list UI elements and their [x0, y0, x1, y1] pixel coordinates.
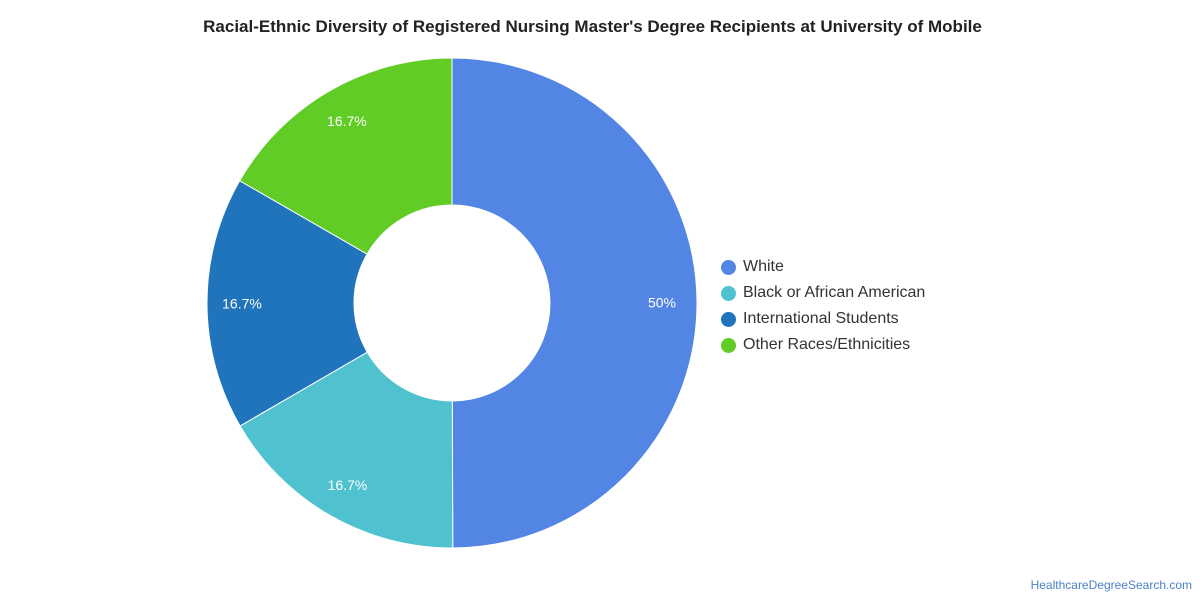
legend-item-4[interactable]: Other Races/Ethnicities: [721, 332, 925, 358]
source-link[interactable]: HealthcareDegreeSearch.com: [1030, 578, 1192, 592]
slice-label-2: 16.7%: [328, 477, 368, 493]
chart-legend: White Black or African American Internatio…: [721, 254, 925, 358]
legend-label: White: [743, 258, 784, 275]
legend-swatch: [721, 259, 736, 275]
donut-slice-3[interactable]: [206, 180, 368, 427]
legend-swatch: [721, 337, 736, 353]
donut-slice-4[interactable]: [239, 57, 453, 255]
slice-label-3: 16.7%: [222, 295, 262, 311]
slice-label-1: 50%: [648, 295, 676, 311]
legend-swatch: [721, 285, 736, 301]
legend-label: Other Races/Ethnicities: [743, 336, 911, 353]
legend-label: Black or African American: [743, 284, 926, 301]
legend-item-3[interactable]: International Students: [721, 306, 925, 332]
legend-item-2[interactable]: Black or African American: [721, 280, 925, 306]
legend-label: International Students: [743, 310, 899, 327]
chart-title: Racial-Ethnic Diversity of Registered Nu…: [203, 17, 982, 36]
slice-label-4: 16.7%: [327, 113, 367, 129]
donut-slice-2[interactable]: [239, 351, 454, 549]
legend-item-1[interactable]: White: [721, 254, 925, 280]
donut-slice-1[interactable]: [451, 57, 698, 549]
legend-swatch: [721, 311, 736, 327]
